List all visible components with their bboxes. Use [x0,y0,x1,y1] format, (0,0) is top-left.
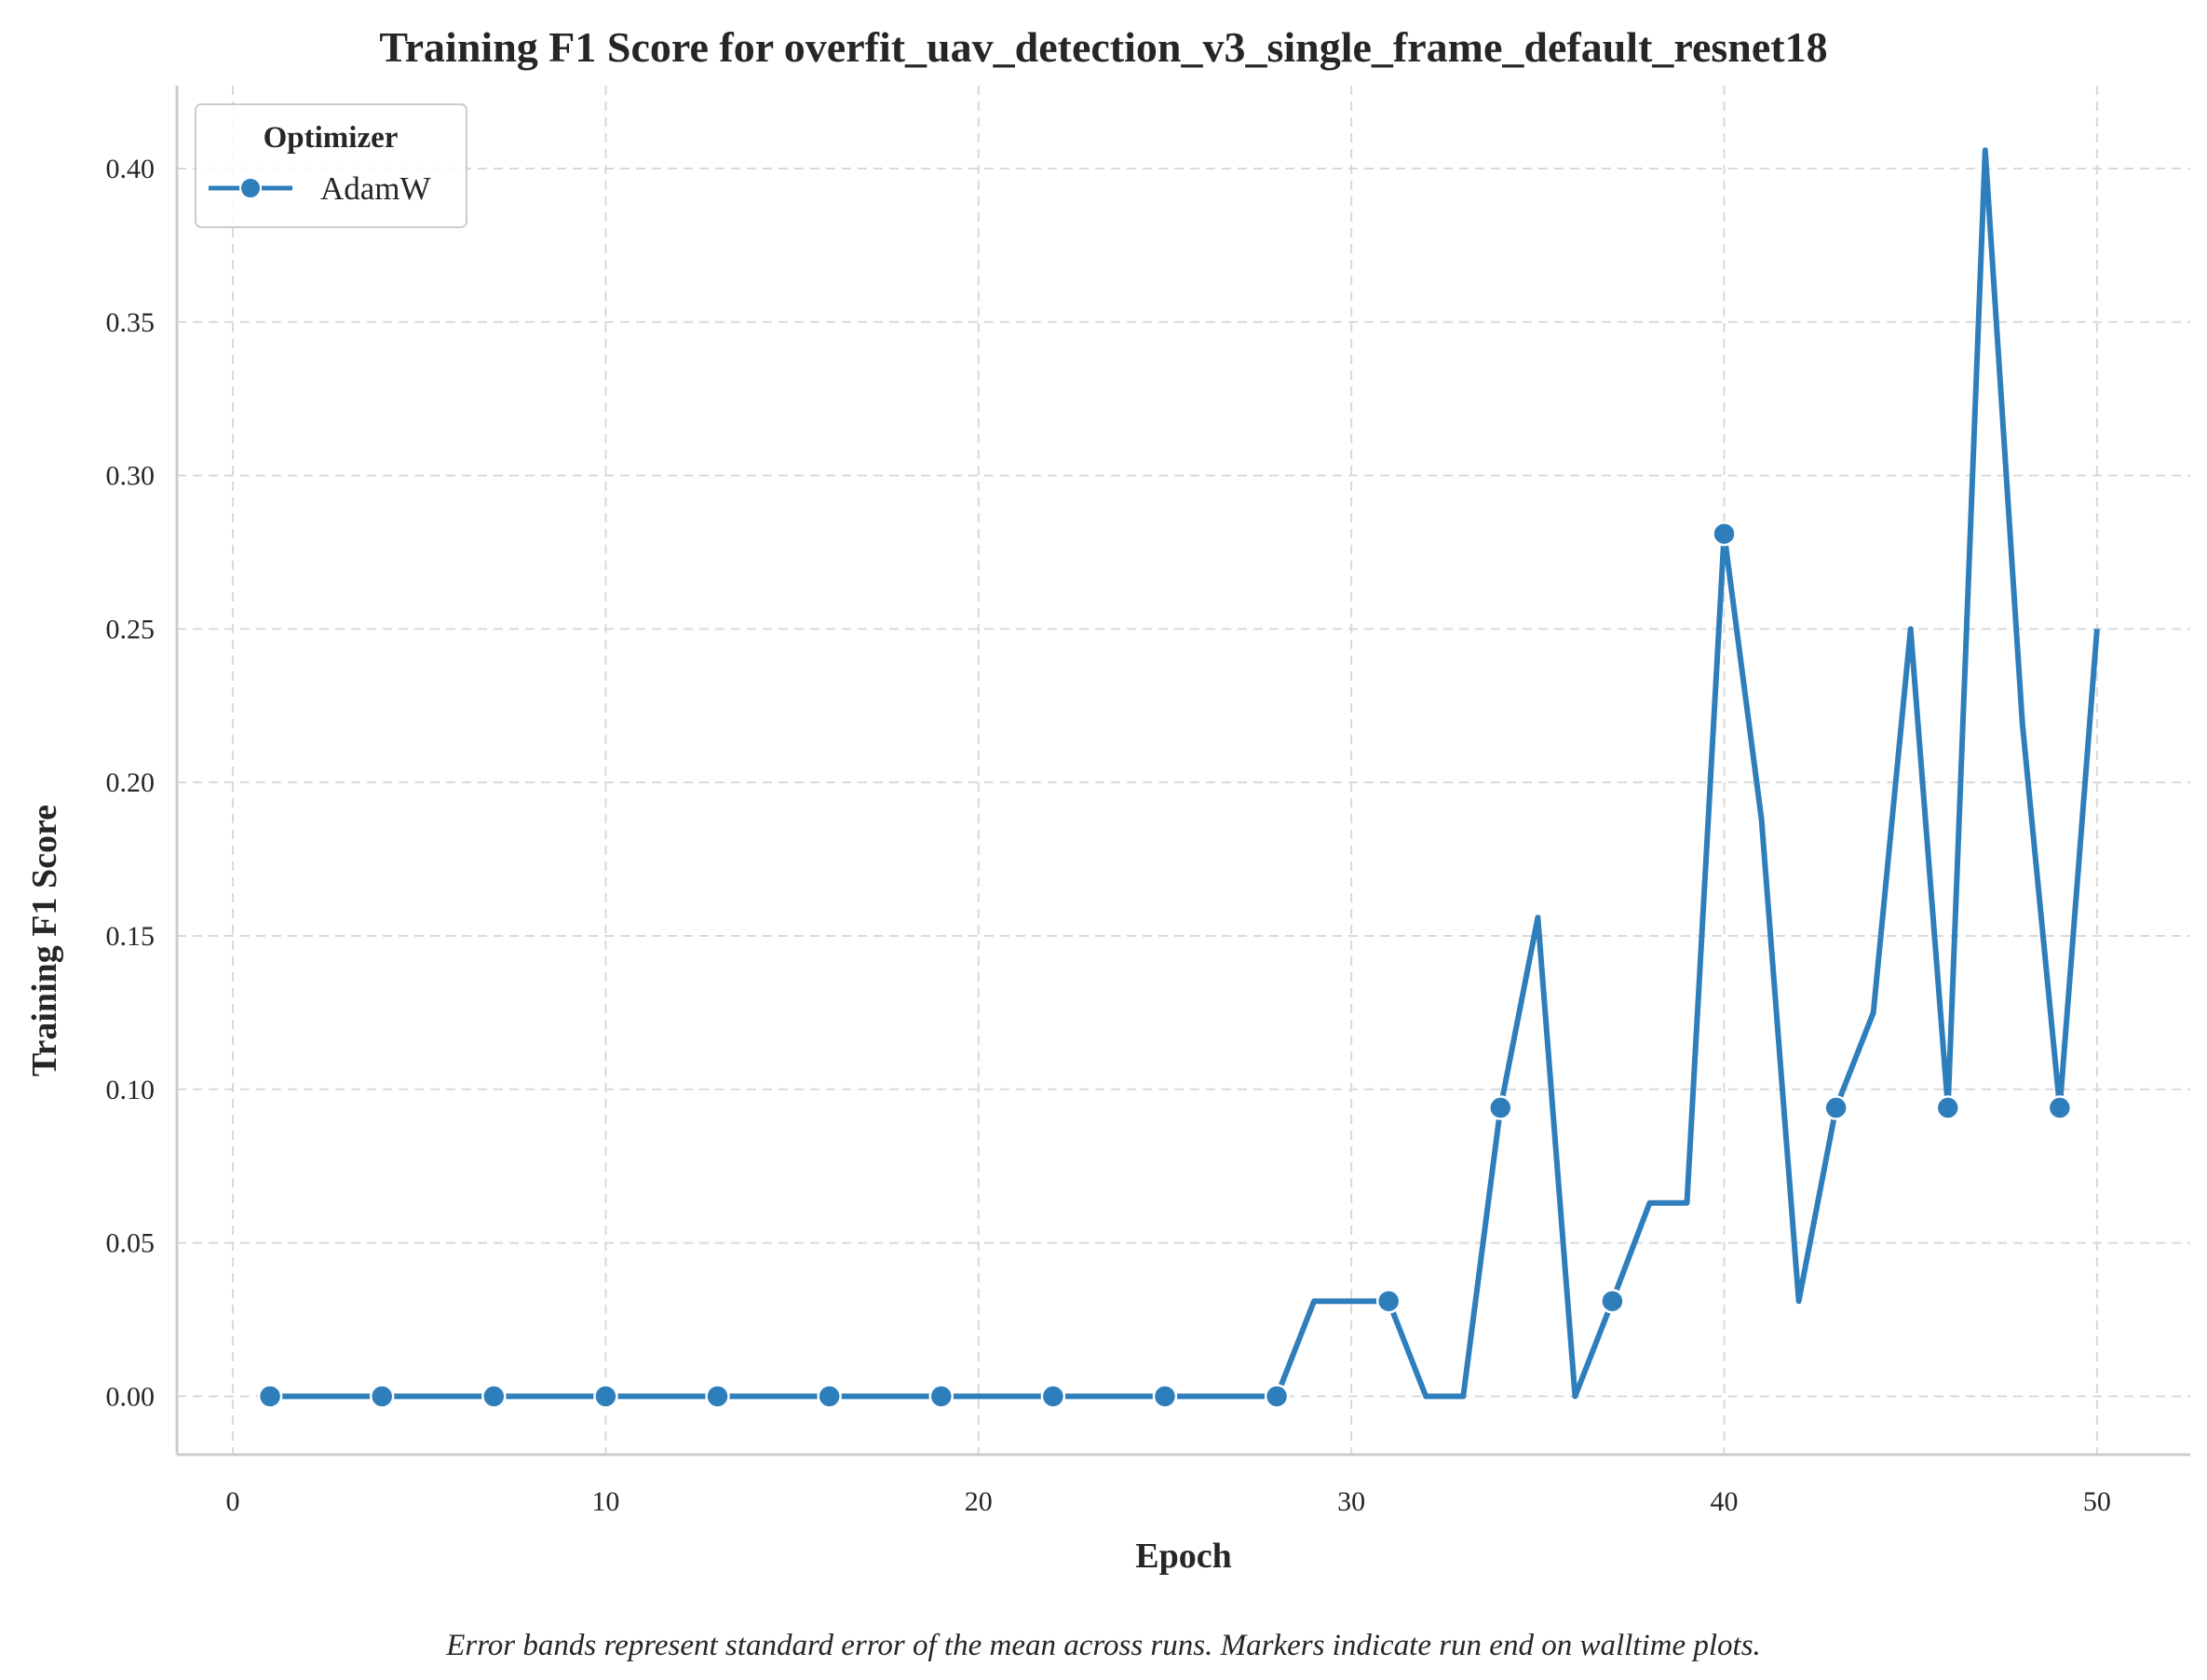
series-marker [817,1384,842,1409]
series-marker [1935,1095,1961,1120]
series-marker [1823,1095,1848,1120]
x-tick-label: 40 [1711,1486,1739,1517]
y-tick-label: 0.00 [106,1381,156,1412]
series-marker [1040,1384,1066,1409]
chart-caption: Error bands represent standard error of … [445,1629,1761,1662]
x-tick-label: 30 [1337,1486,1365,1517]
y-tick-label: 0.05 [106,1228,156,1259]
legend: Optimizer AdamW [195,103,467,228]
legend-title: Optimizer [264,121,399,155]
chart-title: Training F1 Score for overfit_uav_detect… [379,23,1827,71]
x-tick-label: 10 [591,1486,619,1517]
x-tick-label: 0 [226,1486,240,1517]
y-tick-label: 0.15 [106,921,156,952]
y-tick-label: 0.35 [106,307,156,338]
legend-entry-label: AdamW [320,170,431,207]
series-marker [1488,1095,1513,1120]
series-marker [593,1384,618,1409]
x-tick-label: 20 [965,1486,993,1517]
series-marker [2047,1095,2073,1120]
y-tick-label: 0.30 [106,461,156,492]
x-axis-label: Epoch [1135,1537,1231,1576]
series-area [257,147,2100,1409]
y-axis-label: Training F1 Score [25,805,64,1077]
series-marker [1264,1384,1290,1409]
series-marker [257,1384,283,1409]
series-line [270,147,2100,1400]
series-marker [928,1384,955,1409]
series-marker [369,1384,395,1409]
series-marker [705,1384,730,1409]
series-marker [1152,1384,1178,1409]
y-tick-label: 0.20 [106,767,156,798]
y-tick-label: 0.25 [106,614,156,644]
y-tick-label: 0.10 [106,1075,156,1105]
y-tick-label: 0.40 [106,154,156,184]
legend-frame [195,103,467,228]
tick-labels: 0 10 20 30 40 50 0.00 0.05 0.10 0.15 0.20 0.25 0.30 0… [106,154,2111,1517]
legend-marker-swatch [239,177,262,199]
series-marker [1600,1288,1625,1314]
x-tick-label: 50 [2083,1486,2111,1517]
series-marker [481,1384,507,1409]
series-marker [1712,521,1737,547]
series-marker [1375,1288,1401,1314]
